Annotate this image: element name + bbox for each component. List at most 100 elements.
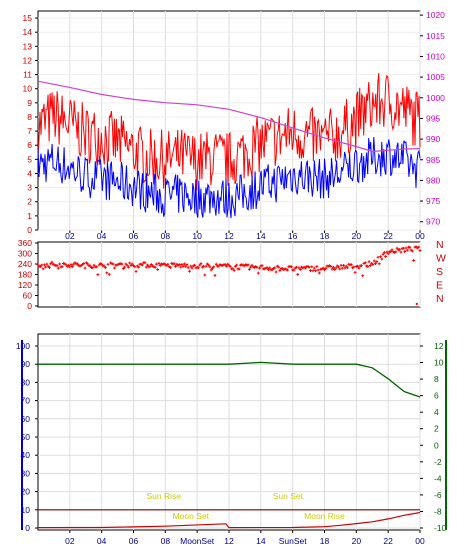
direction-point — [297, 266, 301, 270]
x-tick-label: 18 — [320, 231, 330, 241]
humidity-tick-label: 20 — [21, 487, 31, 497]
temperature-tick-label: 6 — [434, 391, 439, 401]
direction-point — [311, 269, 315, 273]
direction-point — [228, 264, 232, 268]
direction-point — [298, 268, 302, 271]
direction-point — [174, 264, 177, 268]
direction-point — [381, 252, 385, 256]
direction-point — [180, 263, 184, 266]
direction-tick-label: 60 — [23, 291, 33, 301]
x-tick-label: 20 — [352, 536, 362, 546]
panel1-plot: 02 04 06 08 10 12 14 16 18 20 22 000123456789101112… — [23, 10, 446, 241]
direction-point — [340, 266, 344, 270]
direction-point — [360, 264, 363, 267]
humidity-tick-label: 60 — [21, 414, 31, 424]
direction-point — [88, 264, 92, 268]
direction-point — [344, 264, 348, 268]
direction-point — [246, 263, 250, 267]
direction-point — [417, 245, 421, 249]
compass-label: W — [436, 253, 446, 265]
direction-point — [334, 266, 338, 270]
x-tick-label: SunSet — [279, 536, 308, 546]
direction-point — [40, 263, 44, 267]
direction-point — [353, 270, 357, 274]
barometer-tick-label: 1000 — [426, 93, 445, 103]
temperature-tick-label: 12 — [434, 341, 444, 351]
direction-point — [172, 262, 176, 266]
direction-point — [106, 262, 110, 266]
direction-point — [342, 264, 345, 267]
direction-point — [247, 267, 251, 271]
direction-point — [318, 271, 321, 275]
direction-point — [372, 259, 376, 263]
direction-point — [137, 265, 140, 269]
humidity-tick-label: 80 — [21, 377, 31, 387]
direction-point — [408, 245, 412, 249]
windspeed-tick-label: 2 — [27, 197, 32, 207]
windspeed-tick-label: 11 — [23, 70, 32, 80]
direction-point — [403, 250, 407, 253]
direction-point — [41, 267, 45, 271]
direction-point — [249, 265, 253, 269]
direction-point — [267, 268, 270, 272]
direction-point — [158, 264, 162, 267]
temperature-tick-label: -2 — [434, 457, 442, 467]
windspeed-tick-label: 9 — [27, 98, 32, 108]
direction-point — [402, 246, 405, 250]
direction-point — [316, 268, 320, 272]
direction-point — [133, 265, 137, 269]
direction-point — [385, 250, 389, 254]
direction-point — [141, 263, 144, 267]
direction-point — [64, 263, 68, 267]
direction-point — [83, 266, 87, 270]
x-tick-label: 06 — [129, 231, 139, 241]
direction-point — [307, 265, 311, 269]
direction-point — [129, 264, 133, 267]
direction-point — [352, 265, 356, 269]
direction-point — [343, 266, 347, 270]
direction-point — [207, 263, 211, 267]
x-tick-label: 18 — [320, 536, 330, 546]
direction-point — [213, 274, 217, 277]
direction-point — [366, 265, 370, 268]
barometer-tick-label: 975 — [426, 196, 440, 206]
direction-point — [198, 263, 202, 267]
humidity-tick-label: 100 — [16, 341, 30, 351]
windspeed-tick-label: 1 — [27, 211, 32, 221]
barometer-tick-label: 970 — [426, 217, 440, 227]
direction-point — [273, 266, 277, 270]
direction-point — [338, 267, 342, 271]
direction-point — [258, 266, 261, 270]
direction-point — [211, 266, 214, 270]
direction-point — [278, 269, 282, 272]
direction-point — [177, 263, 181, 266]
barometer-tick-label: 1015 — [426, 31, 445, 41]
direction-point — [398, 248, 402, 251]
direction-point — [375, 260, 379, 264]
direction-point — [95, 265, 98, 269]
windspeed-tick-label: 3 — [27, 183, 32, 193]
direction-point — [357, 266, 361, 270]
direction-point — [183, 262, 186, 266]
direction-point — [153, 265, 157, 269]
x-tick-label: 12 — [224, 536, 234, 546]
direction-point — [44, 265, 48, 269]
humidity-tick-label: 90 — [21, 359, 31, 369]
temperature-tick-label: 8 — [434, 374, 439, 384]
direction-point — [86, 262, 90, 266]
windspeed-tick-label: 8 — [27, 112, 32, 122]
direction-point — [333, 268, 337, 271]
direction-point — [214, 262, 218, 266]
direction-point — [107, 272, 111, 276]
barometer-tick-label: 980 — [426, 175, 440, 185]
windspeed-tick-label: 12 — [23, 55, 33, 65]
direction-point — [70, 265, 74, 268]
direction-point — [296, 272, 300, 276]
direction-point — [405, 248, 409, 252]
direction-point — [309, 269, 312, 272]
compass-label: E — [436, 280, 443, 292]
direction-point — [105, 271, 109, 275]
direction-point — [60, 265, 64, 269]
humidity-tick-label: 10 — [21, 505, 31, 515]
direction-point — [148, 264, 152, 268]
